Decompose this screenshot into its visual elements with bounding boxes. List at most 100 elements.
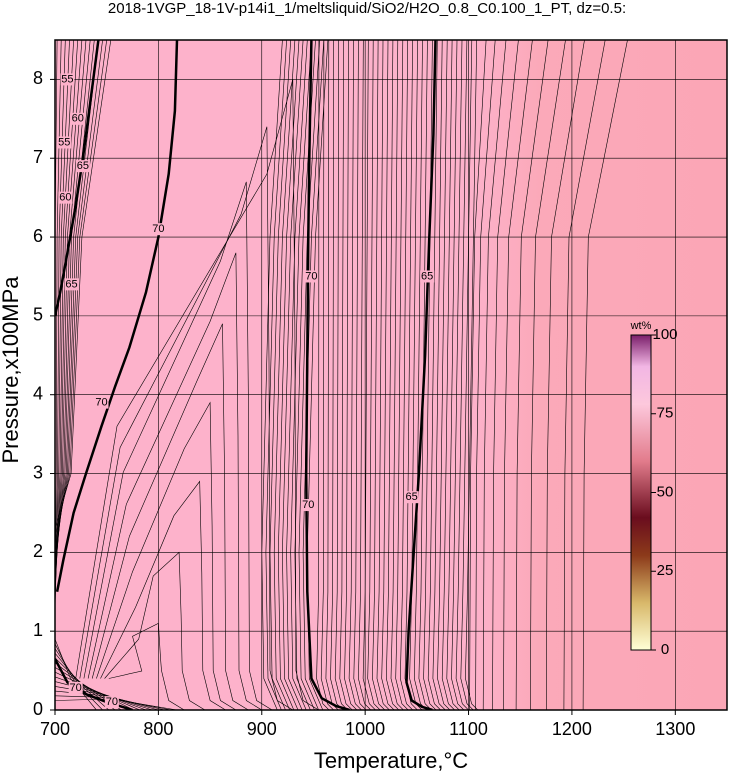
y-axis-label: Pressure,x100MPa	[0, 276, 23, 464]
contour-label: 55	[61, 73, 73, 85]
minor-contour	[83, 181, 273, 710]
minor-contour	[460, 40, 474, 710]
minor-contour	[108, 622, 185, 710]
minor-contour	[91, 323, 249, 710]
contour-line	[55, 40, 179, 593]
minor-contour	[475, 40, 496, 710]
minor-contour	[372, 40, 386, 710]
minor-contour	[385, 40, 400, 710]
minor-contour	[563, 40, 606, 710]
minor-contour	[339, 40, 353, 710]
colorbar	[630, 334, 652, 651]
contour-label-bg	[57, 136, 72, 149]
minor-contour	[100, 480, 226, 710]
minor-contour	[334, 40, 348, 710]
minor-contour	[390, 40, 404, 710]
contour-label: 70	[70, 682, 82, 694]
minor-contour	[367, 40, 381, 710]
colorbar-label: wt%	[630, 320, 652, 332]
minor-contour	[104, 551, 206, 710]
contour-label: 70	[152, 223, 164, 235]
y-tick-label: 0	[33, 699, 43, 719]
minor-contour	[96, 401, 237, 710]
minor-contour	[432, 40, 446, 710]
minor-contour	[330, 40, 344, 710]
chart-title: 2018-1VGP_18-1V-p14i1_1/meltsliquid/SiO2…	[108, 0, 626, 17]
minor-contour	[362, 40, 376, 710]
contour-line	[55, 658, 133, 710]
contour-label: 70	[106, 696, 118, 708]
y-tick-label: 6	[33, 226, 43, 246]
plot-background	[55, 40, 727, 710]
contour-line	[405, 40, 437, 710]
contour-label-bg	[301, 499, 316, 512]
x-tick-label: 1300	[655, 719, 695, 739]
colorbar-tick-label: 75	[657, 405, 674, 422]
contour-label-bg	[404, 491, 419, 504]
x-tick-label: 1200	[552, 719, 592, 739]
minor-contour	[451, 40, 465, 710]
contour-label: 70	[302, 499, 314, 511]
x-axis-label: Temperature,°C	[314, 748, 468, 773]
minor-contour	[515, 40, 549, 710]
minor-contour	[344, 40, 358, 710]
colorbar-tick-label: 50	[657, 483, 674, 500]
y-tick-label: 5	[33, 305, 43, 325]
minor-contour	[446, 40, 460, 710]
contour-label: 60	[72, 113, 84, 125]
minor-contour	[399, 40, 413, 710]
minor-contour	[482, 40, 507, 710]
minor-contour	[381, 40, 395, 710]
x-tick-label: 800	[143, 719, 173, 739]
x-tick-label: 1100	[449, 719, 488, 739]
y-tick-label: 4	[33, 383, 43, 403]
contour-label-bg	[151, 223, 166, 236]
contour-label-bg	[94, 396, 109, 409]
contour-label: 65	[77, 160, 89, 172]
y-tick-label: 3	[33, 462, 43, 482]
plot-frame	[54, 39, 728, 711]
y-tick-label: 2	[33, 541, 43, 561]
y-tick-label: 7	[33, 147, 43, 167]
contour-label-bg	[304, 270, 319, 283]
contour-label: 65	[421, 270, 433, 282]
minor-contour	[437, 40, 451, 710]
minor-contour	[404, 40, 418, 710]
minor-contour	[465, 40, 479, 710]
minor-contour	[376, 40, 390, 710]
y-tick-label: 1	[33, 620, 43, 640]
colorbar-tick-label: 0	[661, 641, 669, 658]
minor-contour	[348, 40, 362, 710]
contour-label: 65	[65, 278, 77, 290]
contour-line	[55, 40, 100, 317]
minor-contour	[358, 40, 372, 710]
x-tick-label: 1000	[345, 719, 385, 739]
contour-label-bg	[75, 160, 90, 173]
contour-label: 70	[95, 396, 107, 408]
minor-contour	[395, 40, 409, 710]
minor-contour	[79, 126, 293, 710]
minor-contour	[423, 40, 437, 710]
contour-label-bg	[420, 270, 435, 283]
contour-label: 60	[59, 192, 71, 204]
minor-contour	[320, 40, 334, 710]
minor-contour	[503, 40, 533, 710]
minor-contour	[492, 40, 519, 710]
minor-contour	[455, 40, 469, 710]
minor-contour	[55, 671, 140, 710]
contour-label-bg	[58, 191, 73, 204]
minor-contour	[582, 40, 628, 710]
contour-label: 70	[305, 270, 317, 282]
minor-contour	[441, 40, 455, 710]
contour-line	[304, 40, 350, 710]
y-tick-label: 8	[33, 68, 43, 88]
minor-contour	[75, 79, 319, 710]
minor-contour	[427, 40, 441, 710]
contour-label: 55	[58, 136, 70, 148]
minor-contour	[55, 40, 58, 632]
contour-label-bg	[70, 112, 85, 125]
minor-contour	[469, 40, 487, 710]
colorbar-tick-label: 25	[657, 562, 674, 579]
colorbar-tick-label: 100	[652, 326, 677, 343]
